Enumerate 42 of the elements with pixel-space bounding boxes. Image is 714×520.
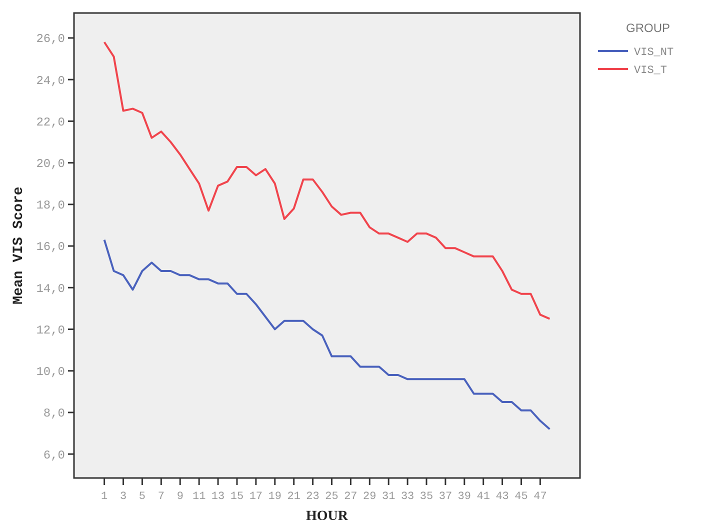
x-tick-label: 9 <box>176 491 184 503</box>
x-tick-label: 15 <box>230 491 244 503</box>
x-tick-label: 5 <box>138 491 146 503</box>
line-series <box>103 238 551 430</box>
y-tick-label: 14,0 <box>36 282 65 296</box>
x-tick-label: 47 <box>534 491 547 503</box>
x-tick-label: 43 <box>496 491 509 503</box>
line-series <box>103 41 551 320</box>
x-tick-label: 21 <box>287 491 301 503</box>
y-tick-label: 10,0 <box>36 365 65 380</box>
x-tick-label: 39 <box>458 491 471 503</box>
x-tick-label: 35 <box>420 491 434 503</box>
y-tick-label: 16,0 <box>36 240 65 254</box>
x-tick-label: 29 <box>363 491 376 503</box>
x-tick-label: 13 <box>211 491 225 503</box>
y-tick-label: 6,0 <box>43 448 65 462</box>
legend-label: VIS_NT <box>634 46 674 59</box>
y-tick-label: 26,0 <box>36 32 65 46</box>
y-tick-label: 8,0 <box>43 406 65 421</box>
y-axis-title: Mean VIS Score <box>11 186 27 304</box>
x-tick-label: 45 <box>514 491 528 503</box>
x-axis-title: HOUR <box>306 509 349 520</box>
x-tick-label: 37 <box>438 491 452 503</box>
x-tick-label: 11 <box>192 491 206 503</box>
y-tick-label: 24,0 <box>36 74 65 88</box>
y-tick-label: 18,0 <box>36 198 65 213</box>
x-tick-label: 23 <box>306 491 320 503</box>
legend-title: GROUP <box>626 21 670 35</box>
x-tick-label: 27 <box>344 491 358 503</box>
y-tick-label: 12,0 <box>36 323 65 338</box>
x-tick-label: 1 <box>101 491 108 503</box>
legend-label: VIS_T <box>634 64 668 77</box>
x-tick-label: 7 <box>158 491 164 503</box>
y-tick-label: 22,0 <box>36 115 65 130</box>
x-tick-label: 25 <box>325 491 338 503</box>
x-tick-label: 41 <box>476 491 490 503</box>
x-tick-label: 3 <box>120 491 127 503</box>
y-tick-label: 20,0 <box>36 157 65 171</box>
x-tick-label: 19 <box>268 491 282 503</box>
x-tick-label: 17 <box>249 491 263 503</box>
x-tick-label: 33 <box>400 491 414 503</box>
x-tick-label: 31 <box>382 491 396 503</box>
